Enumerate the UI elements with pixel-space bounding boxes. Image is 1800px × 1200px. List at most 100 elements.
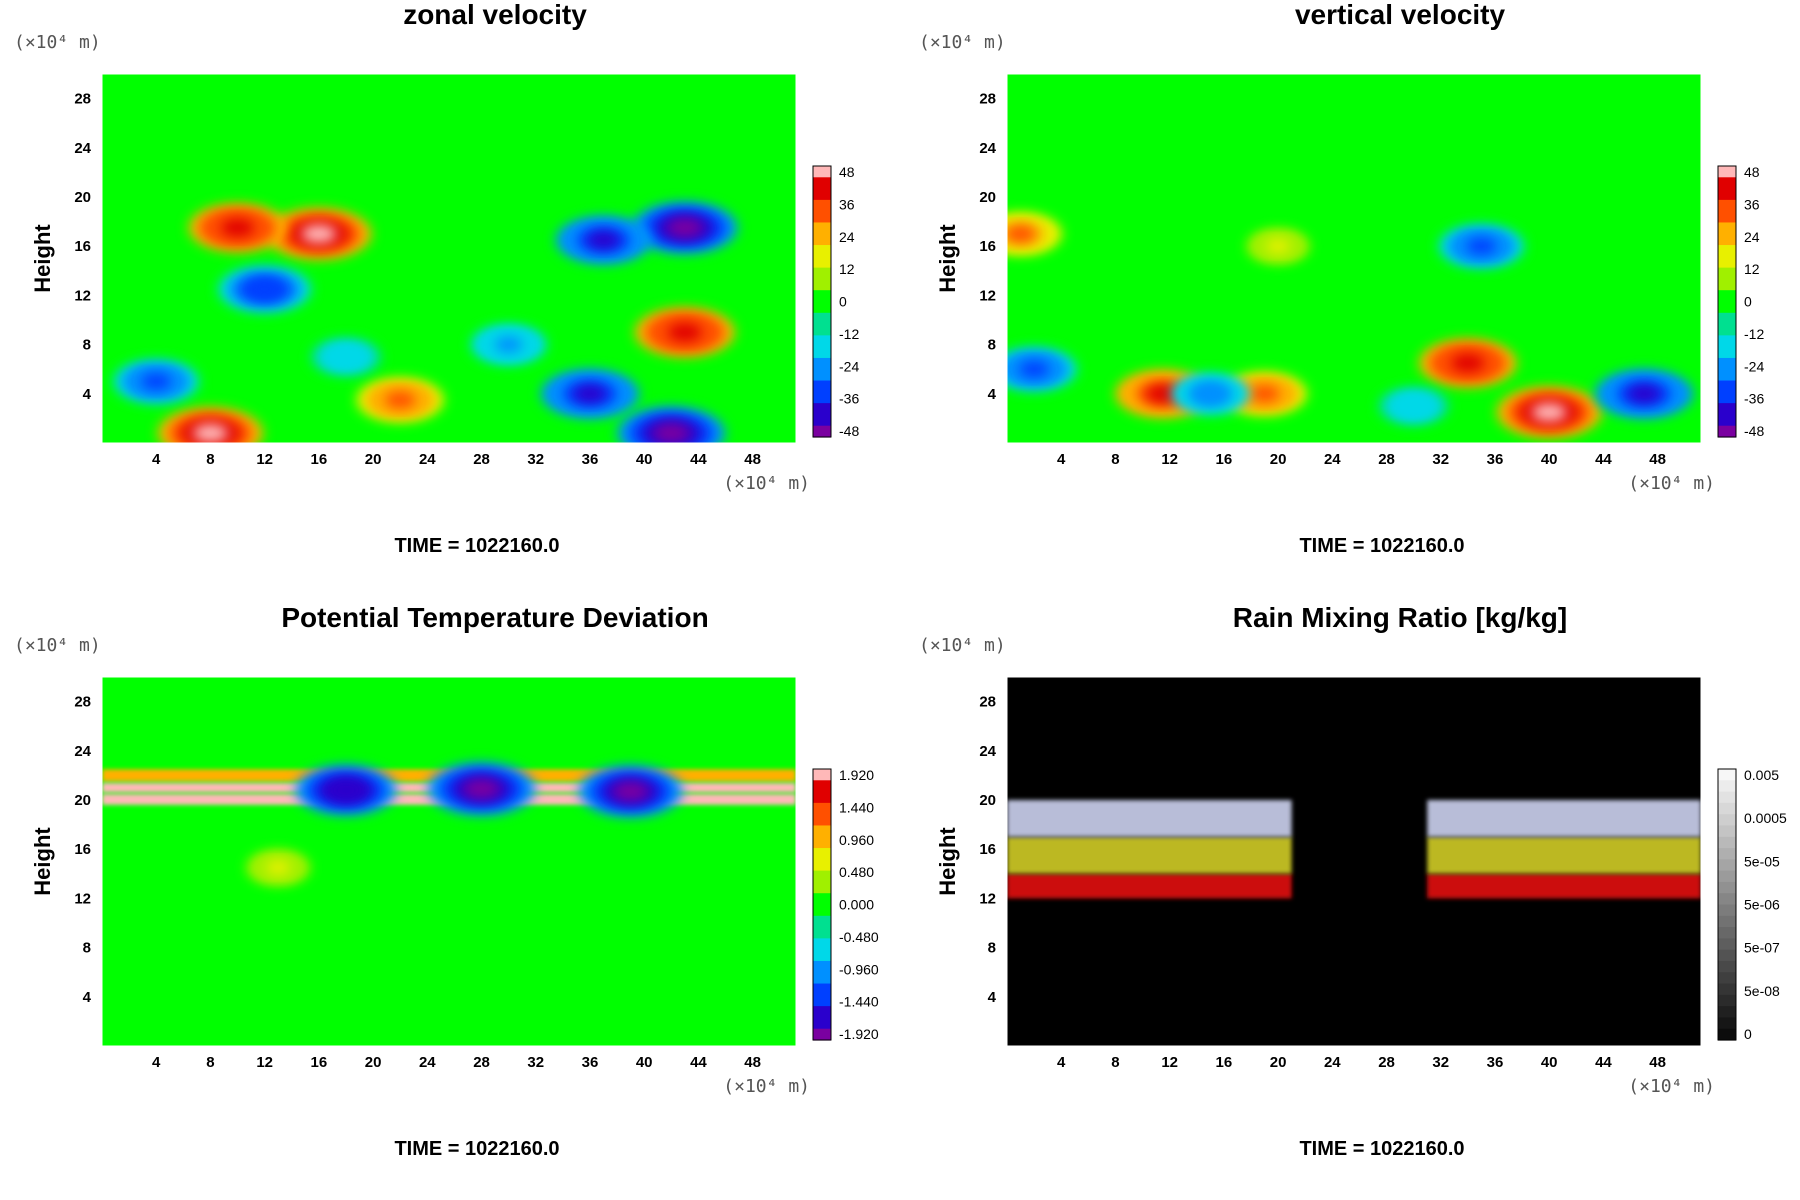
- y-tick-label: 16: [979, 238, 996, 255]
- field-feature: [1146, 384, 1180, 403]
- field-feature: [1249, 385, 1280, 403]
- colorbar-swatch: [813, 972, 831, 985]
- colorbar-swatch: [813, 1006, 831, 1019]
- colorbar-swatch: [1718, 346, 1736, 359]
- y-unit-label: (×10⁴ m): [919, 32, 1006, 53]
- plot-frame: [101, 676, 797, 1047]
- x-tick-label: 4: [152, 1054, 161, 1071]
- plot-background: [102, 74, 796, 443]
- colorbar-swatch: [813, 380, 831, 393]
- colorbar-swatch: [813, 881, 831, 894]
- x-tick-label: 8: [1111, 1054, 1119, 1071]
- field-feature: [328, 781, 364, 800]
- y-tick-label: 28: [74, 91, 91, 108]
- plot-area: [1007, 74, 1701, 443]
- colorbar-swatch: [813, 245, 831, 257]
- y-tick-label: 28: [74, 694, 91, 711]
- colorbar-frame: [812, 768, 832, 1041]
- panel-2: vertical velocity(×10⁴ m)4 8 12 16 20 24 28 32 3…: [919, 0, 1764, 557]
- colorbar: 1.920 1.440 0.960 0.480 0.000 -0.480 -0.960 -1.…: [812, 767, 879, 1042]
- field-feature: [1451, 354, 1485, 373]
- field-feature: [220, 218, 255, 237]
- y-tick-label: 12: [979, 287, 996, 304]
- y-tick-label: 8: [988, 337, 996, 354]
- colorbar-swatch: [813, 983, 831, 996]
- y-axis-label: Height: [30, 224, 55, 293]
- colorbar-swatch: [1718, 802, 1736, 815]
- y-tick-label: 12: [74, 287, 91, 304]
- colorbar-swatch: [1718, 904, 1736, 917]
- panel-title: vertical velocity: [1295, 0, 1506, 30]
- field-feature: [587, 231, 620, 249]
- field-feature: [667, 218, 703, 238]
- rain-layer: [1427, 800, 1701, 837]
- y-tick-label: 8: [83, 337, 91, 354]
- colorbar: 48 36 24 12 0 -12 -24 -36 -48: [1717, 164, 1764, 439]
- colorbar: 0.005 0.0005 5e-05 5e-06 5e-07 5e-08 0: [1717, 767, 1787, 1042]
- plot-area: [102, 74, 796, 443]
- colorbar-swatch: [1718, 949, 1736, 962]
- y-tick-label: 28: [979, 694, 996, 711]
- colorbar-swatch: [1718, 983, 1736, 996]
- colorbar-tick-label: 0.0005: [1744, 810, 1787, 826]
- field-feature: [653, 423, 690, 443]
- colorbar-swatch: [1718, 222, 1736, 235]
- rain-layer: [1007, 836, 1292, 874]
- x-tick-label: 44: [1595, 1054, 1612, 1071]
- colorbar-swatch: [813, 278, 831, 291]
- y-tick-label: 24: [979, 743, 996, 760]
- colorbar-swatch: [813, 403, 831, 416]
- field-feature: [192, 423, 229, 443]
- colorbar-swatch: [1718, 994, 1736, 1007]
- colorbar-swatch: [813, 335, 831, 348]
- colorbar-tick-label: 48: [1744, 164, 1760, 180]
- x-tick-label: 16: [311, 1054, 328, 1071]
- colorbar-swatch: [813, 870, 831, 883]
- colorbar-swatch: [1718, 1028, 1736, 1041]
- colorbar-swatch: [813, 312, 831, 325]
- colorbar-swatch: [1718, 233, 1736, 246]
- x-tick-label: 28: [473, 451, 490, 468]
- colorbar-tick-label: 1.440: [839, 799, 874, 815]
- x-unit-label: (×10⁴ m): [723, 1076, 810, 1097]
- y-tick-label: 4: [988, 989, 997, 1006]
- field-feature: [1627, 384, 1661, 403]
- x-tick-label: 4: [152, 451, 161, 468]
- colorbar-tick-label: -24: [839, 358, 859, 374]
- colorbar-tick-label: -36: [839, 391, 859, 407]
- field-feature: [332, 349, 360, 365]
- colorbar-tick-label: 48: [839, 164, 855, 180]
- colorbar-tick-label: -1.920: [839, 1026, 879, 1042]
- colorbar-swatch: [813, 859, 831, 872]
- colorbar-swatch: [813, 960, 831, 973]
- colorbar-tick-label: 1.920: [839, 767, 874, 783]
- x-tick-label: 44: [1595, 451, 1612, 468]
- x-unit-label: (×10⁴ m): [723, 473, 810, 494]
- colorbar-swatch: [813, 301, 831, 314]
- y-tick-label: 4: [83, 386, 92, 403]
- colorbar-swatch: [1718, 335, 1736, 348]
- colorbar-swatch: [813, 256, 831, 269]
- colorbar-swatch: [1718, 870, 1736, 883]
- x-tick-label: 24: [419, 1054, 436, 1071]
- colorbar-swatch: [813, 1017, 831, 1030]
- colorbar-tick-label: -0.960: [839, 961, 879, 977]
- colorbar-swatch: [1718, 1017, 1736, 1030]
- y-tick-label: 12: [74, 890, 91, 907]
- time-label: TIME = 1022160.0: [1299, 535, 1464, 557]
- colorbar-swatch: [1718, 814, 1736, 827]
- colorbar-tick-label: -48: [839, 423, 859, 439]
- panel-title: zonal velocity: [403, 0, 587, 30]
- y-tick-label: 16: [74, 238, 91, 255]
- field-feature: [265, 860, 291, 875]
- colorbar-swatch: [1718, 256, 1736, 269]
- y-tick-label: 20: [979, 792, 996, 809]
- field-feature: [1400, 398, 1427, 414]
- y-tick-label: 24: [74, 140, 91, 157]
- colorbar-swatch: [1718, 312, 1736, 325]
- time-label: TIME = 1022160.0: [394, 535, 559, 557]
- colorbar-swatch: [1718, 391, 1736, 404]
- colorbar-swatch: [1718, 893, 1736, 906]
- x-tick-label: 16: [1216, 451, 1233, 468]
- colorbar-swatch: [1718, 960, 1736, 973]
